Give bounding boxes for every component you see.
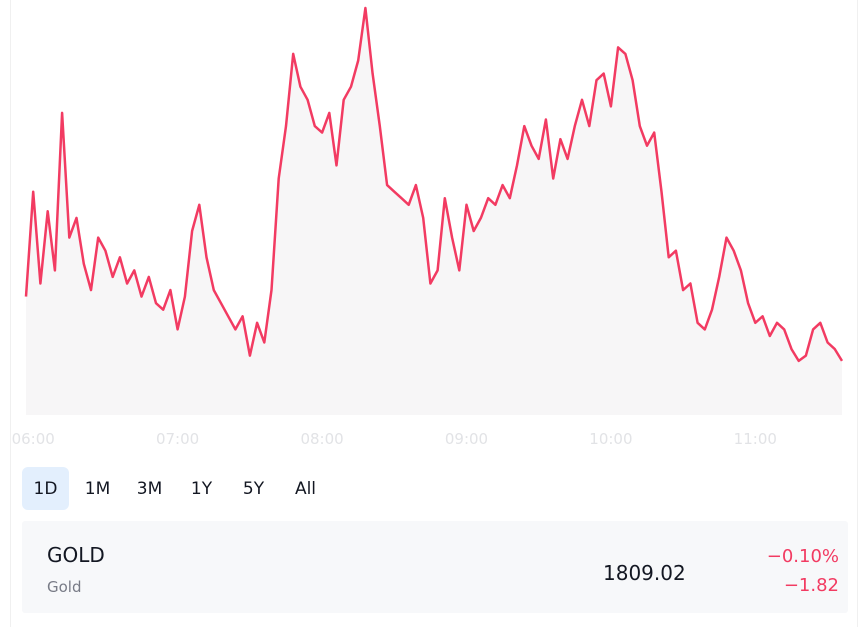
widget-frame — [10, 0, 858, 627]
x-tick-label: 10:00 — [589, 430, 632, 448]
last-price: 1809.02 — [603, 561, 686, 585]
x-tick-label: 09:00 — [445, 430, 488, 448]
range-button-1m[interactable]: 1M — [84, 478, 111, 499]
symbol-name: GOLD — [47, 543, 105, 567]
range-button-1y[interactable]: 1Y — [190, 478, 213, 499]
change-percent: −0.10% — [766, 546, 839, 567]
x-tick-label: 08:00 — [300, 430, 343, 448]
symbol-description: Gold — [47, 578, 82, 596]
x-tick-label: 06:00 — [12, 430, 55, 448]
x-tick-label: 11:00 — [734, 430, 777, 448]
range-button-1d[interactable]: 1D — [22, 467, 69, 510]
price-chart[interactable]: 06:00 07:00 08:00 09:00 10:00 11:00 — [0, 0, 868, 460]
time-axis: 06:00 07:00 08:00 09:00 10:00 11:00 — [12, 430, 777, 448]
symbol-summary[interactable]: GOLD Gold 1809.02 −0.10% −1.82 — [22, 521, 848, 613]
price-line — [24, 6, 844, 363]
range-selector: 1D 1M 3M 1Y 5Y All — [22, 467, 334, 510]
range-button-all[interactable]: All — [294, 478, 317, 499]
x-tick-label: 07:00 — [156, 430, 199, 448]
price-area-fill — [26, 8, 842, 415]
range-button-5y[interactable]: 5Y — [242, 478, 265, 499]
range-button-3m[interactable]: 3M — [136, 478, 163, 499]
plot-area — [24, 6, 844, 415]
change-absolute: −1.82 — [783, 575, 839, 596]
